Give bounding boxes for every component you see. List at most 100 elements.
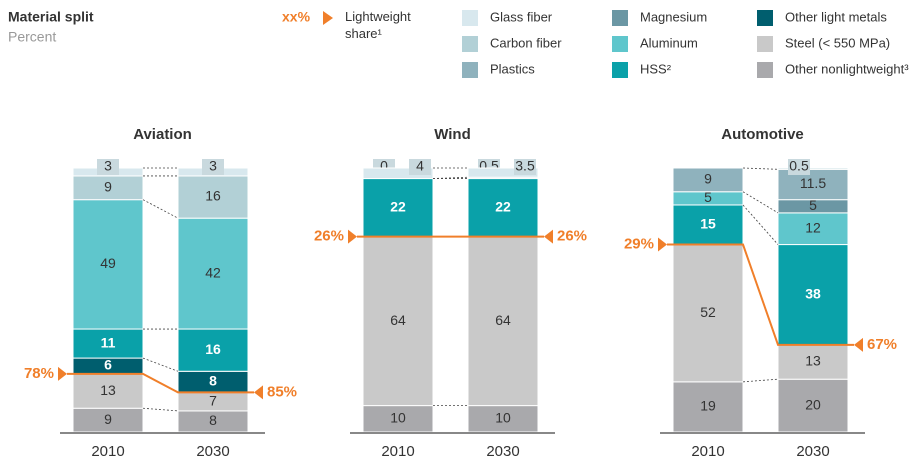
legend-swatch [612, 36, 628, 52]
data-label: 9 [104, 179, 112, 195]
data-label: 49 [100, 255, 116, 271]
data-label: 52 [700, 304, 716, 320]
share-line [67, 372, 254, 394]
data-label: 13 [100, 382, 116, 398]
legend-label: Magnesium [640, 9, 707, 24]
data-label: 9 [704, 171, 712, 187]
data-label: 8 [209, 373, 217, 389]
legend-swatch [462, 36, 478, 52]
x-tick-label: 2010 [91, 443, 124, 460]
data-label: 20 [805, 396, 821, 412]
panel-title: Wind [434, 126, 471, 143]
legend-label: HSS² [640, 61, 672, 76]
label-box [97, 159, 119, 175]
data-label: 16 [205, 341, 221, 357]
data-label: 12 [805, 219, 821, 235]
bar-segment [177, 217, 249, 330]
data-label: 38 [805, 285, 821, 301]
data-label: 10 [495, 410, 511, 426]
bar-segment [72, 373, 144, 409]
panel-title: Automotive [721, 126, 804, 143]
legend-swatch [462, 10, 478, 26]
bar-segment [777, 378, 849, 433]
x-tick-label: 2030 [796, 443, 829, 460]
data-label: 6 [104, 357, 112, 373]
label-box [788, 159, 810, 175]
share-line [667, 243, 854, 346]
legend-swatch [612, 62, 628, 78]
connector [742, 191, 779, 214]
share-label: 85% [267, 383, 297, 400]
legend-swatch [757, 10, 773, 26]
bar-segment [777, 168, 849, 201]
bar-segment [177, 328, 249, 372]
x-tick-label: 2010 [691, 443, 724, 460]
data-label: 7 [209, 392, 217, 408]
label-box [409, 159, 431, 175]
legend-label: Plastics [490, 61, 535, 76]
data-label: 22 [495, 198, 511, 214]
connector [742, 204, 779, 245]
bar-segment [362, 236, 434, 407]
legend-swatch [612, 10, 628, 26]
bar-segment [362, 178, 434, 238]
share-arrow [854, 337, 863, 352]
share-label: 26% [314, 228, 344, 245]
data-label: 3.5 [515, 158, 535, 174]
data-label: 11 [101, 334, 116, 350]
bar-segment [672, 244, 744, 383]
bar-segment [777, 167, 849, 170]
data-label: 8 [209, 412, 217, 428]
bar-segment [672, 167, 744, 193]
connector [142, 407, 179, 412]
bar-segment [467, 236, 539, 407]
x-tick-label: 2030 [196, 443, 229, 460]
data-label: 22 [390, 198, 406, 214]
share-arrow [348, 229, 357, 244]
bar-segment [672, 381, 744, 433]
legend-label: Aluminum [640, 35, 698, 50]
data-label: 0 [380, 158, 388, 174]
connector [742, 167, 779, 170]
bar-segment [362, 167, 434, 180]
legend-label: Steel (< 550 MPa) [785, 35, 890, 50]
data-label: 13 [805, 353, 821, 369]
data-label: 4 [416, 158, 424, 174]
legend-label: Carbon fiber [490, 35, 562, 50]
data-label: 64 [495, 312, 511, 328]
data-label: 0.5 [789, 158, 809, 174]
data-label: 15 [700, 215, 716, 231]
data-label: 5 [704, 189, 712, 205]
bar-segment [777, 344, 849, 380]
data-label: 5 [809, 197, 817, 213]
label-box [202, 159, 224, 175]
share-label: 67% [867, 336, 897, 353]
connector [142, 199, 179, 219]
bar-segment [777, 212, 849, 246]
data-label: 11.5 [800, 175, 826, 191]
connector [742, 378, 779, 383]
bar-segment [72, 199, 144, 330]
bar-segment [467, 167, 539, 178]
legend-marker-label: Lightweight share¹ [345, 9, 411, 41]
data-label: 9 [104, 411, 112, 427]
data-label: 3 [104, 158, 112, 174]
legend-swatch [757, 36, 773, 52]
page-subtitle: Percent [8, 29, 56, 45]
panel-title: Aviation [133, 126, 192, 143]
bar-segment [672, 204, 744, 246]
legend-arrow [323, 11, 333, 25]
legend-label: Other light metals [785, 9, 887, 24]
bar-segment [777, 244, 849, 346]
legend-marker: xx% [282, 9, 311, 25]
share-arrow [658, 237, 667, 252]
label-box [514, 159, 536, 175]
data-label: 10 [390, 410, 406, 426]
share-label: 29% [624, 236, 654, 253]
data-label: 19 [700, 398, 716, 414]
page-title: Material split [8, 9, 94, 25]
data-label: 3 [209, 158, 217, 174]
share-arrow [58, 366, 67, 381]
share-arrow [254, 385, 263, 400]
